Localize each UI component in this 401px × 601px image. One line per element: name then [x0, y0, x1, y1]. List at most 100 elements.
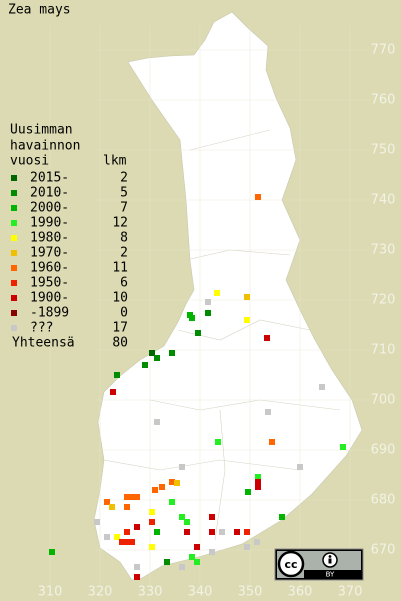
observation [234, 529, 240, 535]
observation [209, 514, 215, 520]
legend-swatch [11, 265, 17, 271]
observation [319, 384, 325, 390]
legend-swatch [11, 175, 17, 181]
y-tick-label: 670 [371, 543, 396, 558]
legend-count: 17 [112, 321, 128, 336]
observation [174, 480, 180, 486]
observation [244, 294, 250, 300]
y-tick-label: 710 [371, 343, 396, 358]
observation [179, 514, 185, 520]
observation [209, 549, 215, 555]
observation [154, 419, 160, 425]
legend-swatch [11, 310, 17, 316]
legend-swatch [11, 220, 17, 226]
legend-label: -1899 [30, 306, 69, 321]
y-tick-label: 720 [371, 293, 396, 308]
x-tick-label: 310 [38, 585, 63, 600]
observation [184, 519, 190, 525]
y-tick-label: 690 [371, 443, 396, 458]
legend-heading: havainnon [10, 139, 80, 154]
observation [49, 549, 55, 555]
legend-label: 2010- [30, 186, 69, 201]
observation [244, 529, 250, 535]
x-tick-label: 320 [88, 585, 113, 600]
region-border [189, 129, 271, 151]
observation [279, 514, 285, 520]
observation [164, 559, 170, 565]
legend-count: 5 [120, 186, 128, 201]
legend-heading: Uusimman [10, 123, 73, 138]
observation [254, 539, 260, 545]
license-badge: cc BY [274, 548, 364, 581]
observation [114, 534, 120, 540]
observation [154, 355, 160, 361]
y-tick-label: 730 [371, 243, 396, 258]
legend-total: 80 [112, 336, 128, 351]
observation [219, 529, 225, 535]
legend-label: 1980- [30, 231, 69, 246]
observation [134, 524, 140, 530]
observation [205, 310, 211, 316]
legend-swatch [11, 325, 17, 331]
observation [104, 534, 110, 540]
observation [149, 509, 155, 515]
observation [134, 574, 140, 580]
observation [189, 554, 195, 560]
legend-count: 0 [120, 306, 128, 321]
observation [265, 409, 271, 415]
observation [119, 539, 125, 545]
title: Zea mays [8, 3, 71, 18]
legend-swatch [11, 295, 17, 301]
observation [129, 539, 135, 545]
legend-swatch [11, 280, 17, 286]
observation [94, 519, 100, 525]
x-tick-label: 350 [238, 585, 263, 600]
observation [149, 519, 155, 525]
x-tick-label: 370 [338, 585, 363, 600]
observation [244, 317, 250, 323]
legend: Uusimman havainnon vuosi lkm Yhteensä 80… [10, 123, 128, 351]
observation [255, 479, 261, 485]
observation [124, 494, 130, 500]
legend-label: 2000- [30, 201, 69, 216]
observation [169, 350, 175, 356]
observation [189, 315, 195, 321]
x-tick-label: 340 [188, 585, 213, 600]
by-icon-body [328, 558, 332, 564]
region-border [214, 409, 226, 541]
legend-count: 8 [120, 231, 128, 246]
legend-count: 7 [120, 201, 128, 216]
legend-label: 1950- [30, 276, 69, 291]
by-icon-head [328, 555, 332, 558]
legend-count: 12 [112, 216, 128, 231]
y-tick-label: 680 [371, 493, 396, 508]
observation [255, 474, 261, 480]
legend-count: 10 [112, 291, 128, 306]
region-border [103, 459, 301, 471]
observation [194, 544, 200, 550]
x-tick-label: 360 [288, 585, 313, 600]
observation [142, 362, 148, 368]
observation [124, 539, 130, 545]
by-text: BY [326, 571, 335, 579]
grid [49, 25, 370, 585]
observation [149, 350, 155, 356]
observation [184, 529, 190, 535]
observation [124, 504, 130, 510]
legend-count: 11 [112, 261, 128, 276]
legend-label: 1960- [30, 261, 69, 276]
observation [134, 494, 140, 500]
legend-label: 1990- [30, 216, 69, 231]
legend-swatch [11, 235, 17, 241]
observation [179, 564, 185, 570]
legend-label: 2015- [30, 171, 69, 186]
legend-swatch [11, 190, 17, 196]
observation [205, 299, 211, 305]
observation [159, 484, 165, 490]
y-tick-label: 740 [371, 193, 396, 208]
observations [49, 194, 346, 580]
y-tick-label: 770 [371, 43, 396, 58]
observation [214, 290, 220, 296]
cc-text: cc [284, 558, 297, 571]
